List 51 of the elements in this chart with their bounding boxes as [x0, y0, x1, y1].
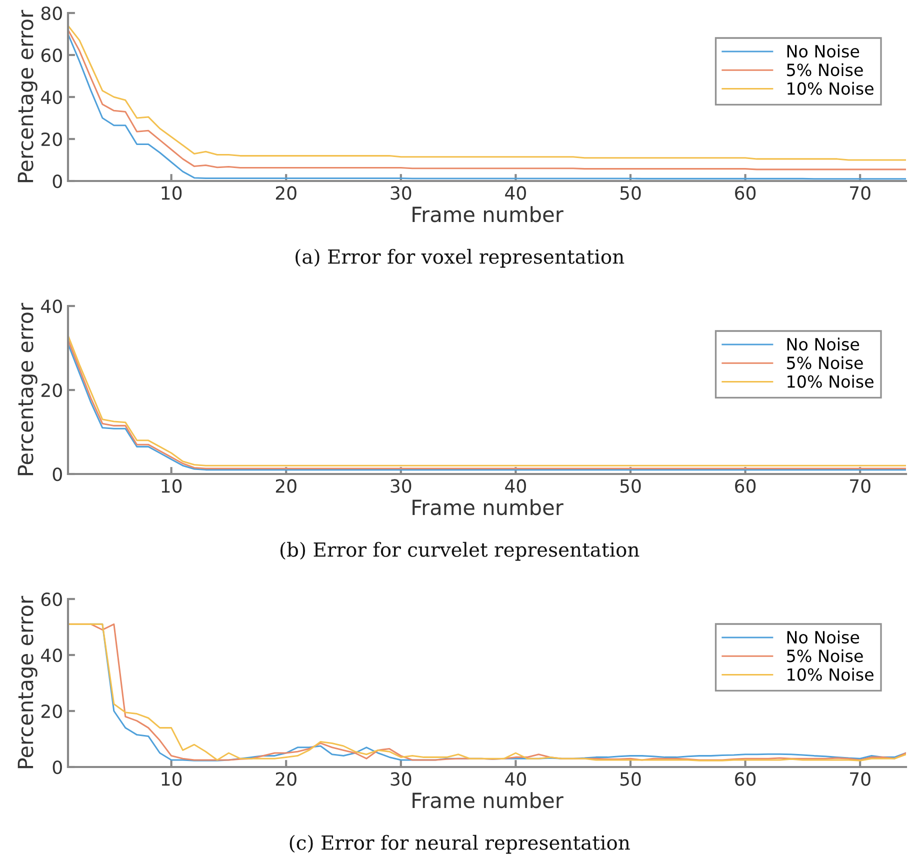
y-axis-title: Percentage error [18, 10, 38, 182]
x-tick-label: 70 [850, 479, 870, 493]
x-tick-label: 10 [162, 772, 182, 786]
x-axis-title: Frame number [412, 206, 564, 222]
y-tick-label: 80 [41, 6, 62, 20]
y-tick-label: 40 [41, 648, 62, 662]
x-tick-label: 70 [850, 186, 870, 200]
legend-label: 5% Noise [787, 63, 863, 76]
x-tick-label: 40 [505, 186, 526, 200]
legend-label: 5% Noise [787, 649, 863, 662]
text: (c) Error for neural representation [290, 834, 630, 854]
x-tick-label: 20 [276, 772, 296, 786]
y-tick-label: 40 [41, 90, 62, 104]
y-tick-label: 20 [41, 704, 62, 718]
legend-label: 10% Noise [788, 374, 874, 388]
text: (b) Error for curvelet representation [280, 542, 640, 561]
x-tick-label: 60 [735, 479, 756, 493]
x-tick-label: 10 [162, 186, 182, 200]
x-tick-label: 30 [390, 186, 412, 200]
text: (a) Error for voxel representation [296, 248, 624, 268]
x-tick-label: 20 [276, 479, 296, 493]
x-tick-label: 30 [390, 772, 412, 786]
x-axis-title: Frame number [412, 499, 564, 516]
y-axis-title: Percentage error [18, 596, 38, 768]
y-tick-label: 0 [52, 760, 62, 774]
legend-label: 5% Noise [787, 356, 863, 370]
y-tick-label: 40 [41, 299, 62, 314]
y-tick-label: 20 [41, 383, 62, 398]
legend-label: No Noise [787, 338, 860, 351]
y-tick-label: 0 [52, 174, 62, 188]
y-tick-label: 60 [41, 48, 62, 62]
x-tick-label: 40 [505, 479, 526, 493]
y-axis-title: Percentage error [18, 302, 38, 476]
x-tick-label: 60 [735, 186, 756, 200]
y-tick-label: 20 [41, 132, 62, 146]
x-tick-label: 40 [505, 772, 526, 786]
x-tick-label: 20 [276, 186, 296, 200]
legend-label: No Noise [787, 44, 860, 58]
x-tick-label: 10 [162, 479, 182, 493]
legend-label: 10% Noise [788, 668, 874, 681]
y-tick-label: 60 [41, 592, 62, 606]
x-tick-label: 60 [735, 772, 756, 786]
x-tick-label: 30 [390, 479, 412, 493]
x-tick-label: 50 [620, 772, 641, 786]
legend-label: 10% Noise [788, 82, 874, 95]
x-tick-label: 50 [620, 479, 641, 493]
x-tick-label: 50 [620, 186, 641, 200]
x-tick-label: 70 [850, 772, 870, 786]
legend-label: No Noise [787, 630, 860, 644]
x-axis-title: Frame number [412, 792, 564, 808]
y-tick-label: 0 [52, 467, 62, 482]
